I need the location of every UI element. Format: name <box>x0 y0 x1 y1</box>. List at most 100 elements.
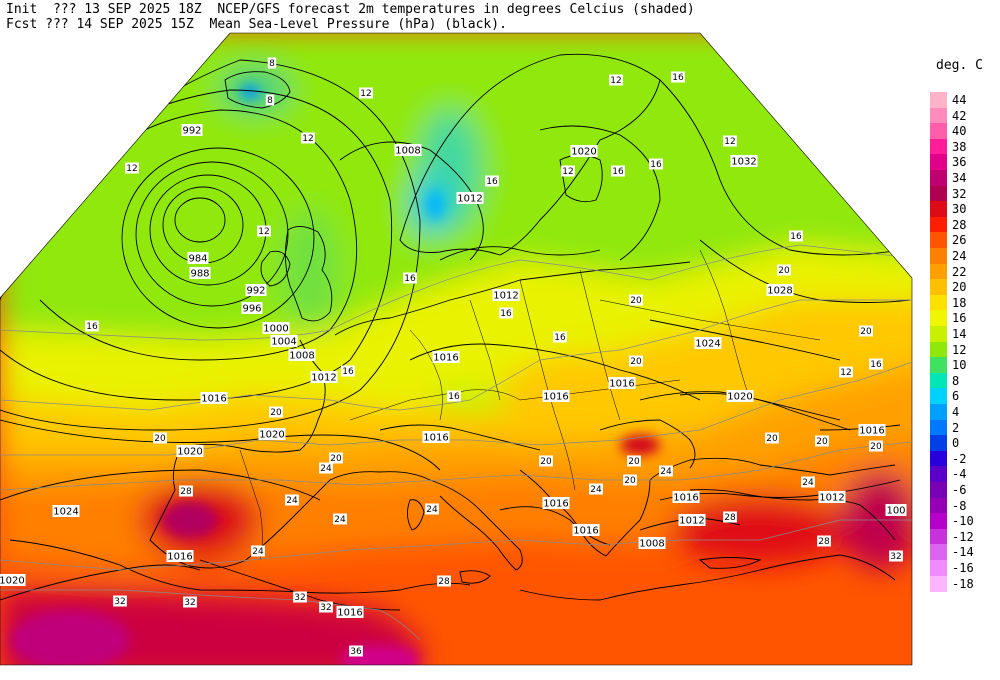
svg-text:1016: 1016 <box>543 499 568 510</box>
temperature-contour-label: 24 <box>659 465 673 477</box>
svg-text:988: 988 <box>190 269 209 280</box>
legend-label: 44 <box>952 93 967 107</box>
legend-entry: 32 <box>930 185 988 202</box>
legend-swatch <box>930 528 947 545</box>
legend-label: 8 <box>952 373 960 388</box>
svg-text:20: 20 <box>628 457 640 467</box>
svg-text:32: 32 <box>184 598 195 608</box>
isobar-label: 1024 <box>694 337 722 350</box>
svg-text:28: 28 <box>818 537 830 547</box>
temperature-contour-label: 16 <box>499 307 513 319</box>
legend-entry: 8 <box>930 372 988 389</box>
svg-text:1016: 1016 <box>167 552 192 563</box>
temperature-contour-label: 12 <box>301 132 315 144</box>
isobar-label: 1016 <box>672 491 700 504</box>
svg-text:24: 24 <box>320 464 332 474</box>
svg-text:24: 24 <box>334 515 346 525</box>
legend-swatch <box>930 497 947 514</box>
svg-text:20: 20 <box>330 454 342 464</box>
svg-text:32: 32 <box>294 593 305 603</box>
svg-text:1004: 1004 <box>271 337 296 348</box>
legend-entry: -6 <box>930 482 988 498</box>
legend-swatch <box>930 513 947 530</box>
legend-label: -12 <box>952 529 974 544</box>
temperature-contour-label: 20 <box>777 264 791 276</box>
svg-text:1016: 1016 <box>859 426 884 437</box>
temperature-contour-label: 20 <box>869 440 883 452</box>
legend-entry: 20 <box>930 279 988 296</box>
legend-swatch <box>930 450 947 467</box>
legend-entry: 38 <box>930 138 988 155</box>
temperature-contour-label: 24 <box>251 545 265 557</box>
svg-text:1024: 1024 <box>695 339 720 350</box>
legend-entry: 0 <box>930 435 988 452</box>
legend-label: 20 <box>952 280 967 295</box>
svg-text:16: 16 <box>500 309 512 319</box>
svg-text:1012: 1012 <box>311 373 336 384</box>
svg-text:32: 32 <box>320 603 331 613</box>
isobar-label: 1032 <box>730 155 758 168</box>
isobar-label: 984 <box>187 252 209 265</box>
legend-swatch <box>930 435 947 452</box>
legend-swatch <box>930 372 947 389</box>
svg-text:32: 32 <box>114 597 125 607</box>
legend-label: 22 <box>952 264 967 279</box>
temperature-contour-label: 24 <box>801 476 815 488</box>
legend-label: 32 <box>952 186 967 201</box>
legend-swatch <box>930 482 947 498</box>
isobar-label: 988 <box>189 267 211 280</box>
svg-text:16: 16 <box>790 232 802 242</box>
legend-swatch <box>930 575 947 592</box>
isobar-label: 1016 <box>858 424 886 437</box>
forecast-valid-line: Fcst ??? 14 SEP 2025 15Z Mean Sea-Level … <box>6 17 507 32</box>
temperature-labels: 8 8 12 12 12 12 16 16 16 12 16 12 16 12 16 16 20 20 16 16 20… <box>85 57 903 657</box>
legend-label: 4 <box>952 405 960 419</box>
legend-entry: 36 <box>930 154 988 171</box>
svg-text:1032: 1032 <box>731 157 756 168</box>
temperature-contour-label: 20 <box>629 355 643 367</box>
svg-text:1020: 1020 <box>571 147 596 158</box>
legend-entry: -18 <box>930 575 988 592</box>
legend-entry: 4 <box>930 404 988 420</box>
svg-text:28: 28 <box>724 513 736 523</box>
svg-text:16: 16 <box>86 322 98 332</box>
legend-label: -14 <box>952 545 974 560</box>
temperature-contour-label: 12 <box>257 225 271 237</box>
temperature-contour-label: 12 <box>723 135 737 147</box>
legend-swatch <box>930 466 947 483</box>
legend-entry: 6 <box>930 388 988 405</box>
legend-label: 42 <box>952 108 967 123</box>
legend-swatch <box>930 279 947 296</box>
svg-text:1016: 1016 <box>673 493 698 504</box>
legend-label: -4 <box>952 467 967 482</box>
isobar-label: 1016 <box>608 377 636 390</box>
isobar-label: 1012 <box>818 491 846 504</box>
svg-text:1016: 1016 <box>433 353 458 364</box>
svg-text:16: 16 <box>342 367 354 377</box>
svg-text:1008: 1008 <box>395 146 420 157</box>
isobar-label: 1016 <box>572 524 600 537</box>
isobar-label: 1000 <box>262 322 290 335</box>
svg-text:984: 984 <box>188 254 207 265</box>
temperature-contour-label: 20 <box>765 432 779 444</box>
temperature-contour-label: 28 <box>437 575 451 587</box>
legend-swatch <box>930 92 947 108</box>
legend-label: -16 <box>952 561 974 575</box>
svg-text:12: 12 <box>562 167 573 177</box>
temperature-contour-label: 20 <box>623 474 637 486</box>
legend-entry: -12 <box>930 528 988 545</box>
temperature-contour-label: 16 <box>485 175 499 187</box>
legend-entry: -10 <box>930 513 988 530</box>
svg-text:20: 20 <box>540 457 552 467</box>
svg-text:1020: 1020 <box>177 447 202 458</box>
legend-swatch <box>930 201 947 218</box>
svg-text:24: 24 <box>660 467 672 477</box>
svg-text:1016: 1016 <box>201 394 226 405</box>
legend-label: 24 <box>952 249 967 263</box>
svg-text:24: 24 <box>252 547 264 557</box>
isobar-label: 1008 <box>638 537 666 550</box>
svg-text:1016: 1016 <box>337 608 362 619</box>
temperature-contour-label: 16 <box>85 320 99 332</box>
temperature-contours <box>0 244 912 641</box>
isobar-label: 1020 <box>726 390 754 403</box>
